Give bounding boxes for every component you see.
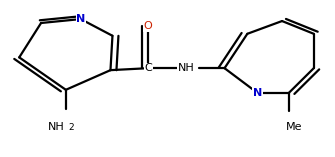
Text: N: N [76, 14, 85, 24]
Text: NH: NH [48, 122, 64, 132]
Text: C: C [144, 63, 152, 73]
Text: 2: 2 [68, 123, 74, 132]
Text: NH: NH [178, 63, 194, 73]
Text: O: O [144, 21, 152, 31]
Text: N: N [253, 88, 262, 98]
Text: Me: Me [286, 122, 302, 132]
